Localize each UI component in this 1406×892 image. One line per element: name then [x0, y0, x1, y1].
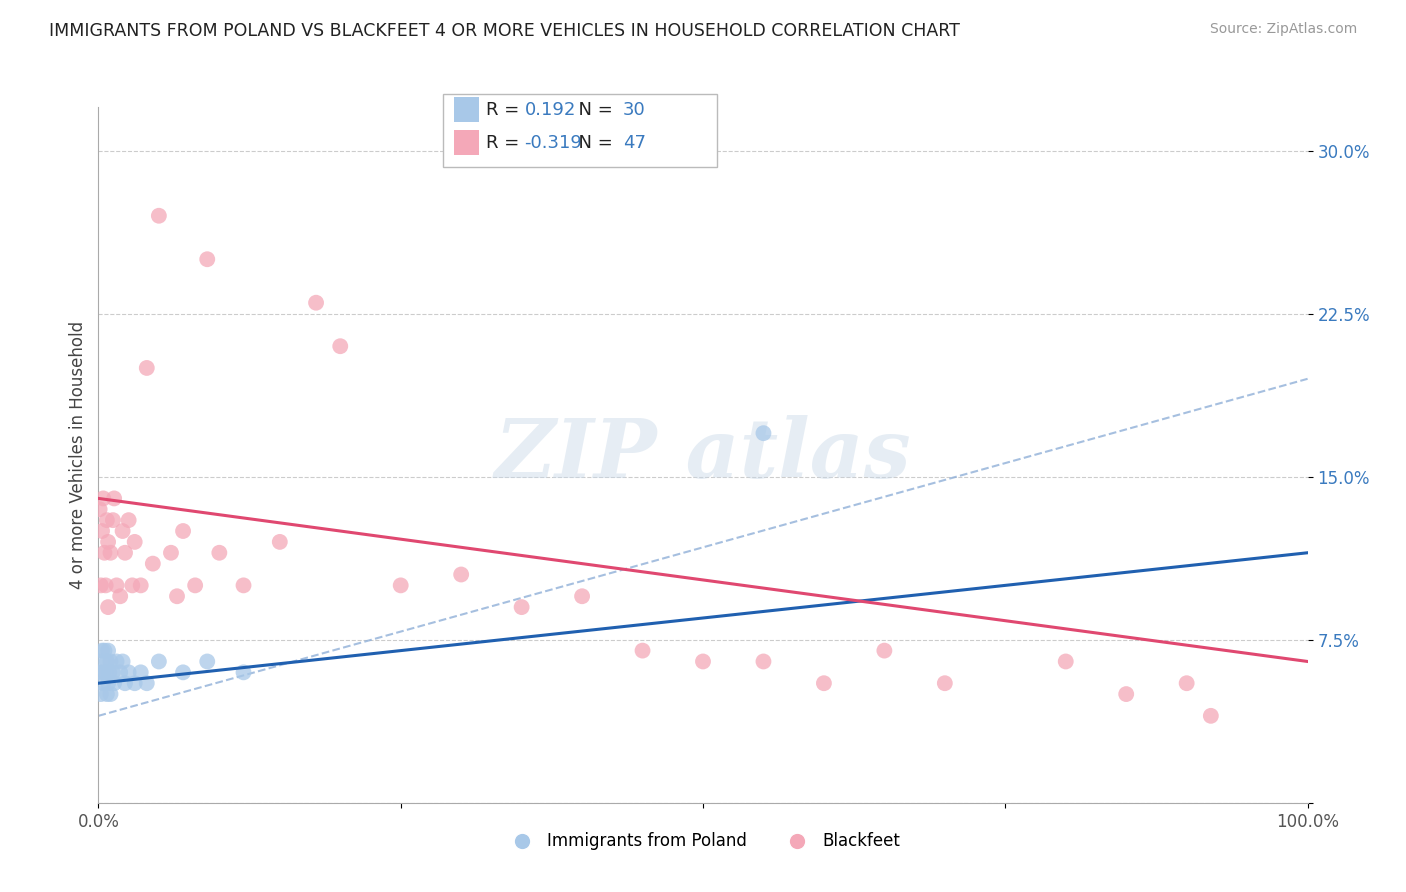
- Point: [195, 252, 218, 267]
- Point: [934, 676, 956, 690]
- Point: [813, 676, 835, 690]
- Point: [450, 567, 472, 582]
- Text: 30: 30: [623, 101, 645, 119]
- Point: [118, 513, 141, 527]
- Point: [148, 655, 170, 669]
- Point: [105, 578, 128, 592]
- Point: [166, 589, 188, 603]
- Point: [124, 676, 146, 690]
- Point: [752, 655, 775, 669]
- Text: ZIP atlas: ZIP atlas: [495, 415, 911, 495]
- Point: [129, 665, 152, 680]
- Point: [1199, 708, 1222, 723]
- Point: [100, 546, 122, 560]
- Point: [148, 209, 170, 223]
- Point: [90, 578, 112, 592]
- Point: [208, 546, 231, 560]
- Point: [752, 426, 775, 441]
- Point: [89, 665, 111, 680]
- Point: [96, 513, 118, 527]
- Point: [195, 655, 218, 669]
- Text: N =: N =: [567, 134, 619, 152]
- Point: [172, 524, 194, 538]
- Point: [510, 600, 533, 615]
- Text: N =: N =: [567, 101, 619, 119]
- Point: [111, 655, 134, 669]
- Point: [96, 687, 118, 701]
- Point: [873, 643, 896, 657]
- Y-axis label: 4 or more Vehicles in Household: 4 or more Vehicles in Household: [69, 321, 87, 589]
- Point: [97, 676, 120, 690]
- Text: R =: R =: [486, 101, 526, 119]
- Text: R =: R =: [486, 134, 526, 152]
- Point: [571, 589, 593, 603]
- Point: [124, 534, 146, 549]
- Point: [135, 360, 157, 375]
- Point: [91, 524, 114, 538]
- Point: [94, 665, 117, 680]
- Legend: Immigrants from Poland, Blackfeet: Immigrants from Poland, Blackfeet: [499, 826, 907, 857]
- Point: [100, 687, 122, 701]
- Point: [232, 578, 254, 592]
- Point: [135, 676, 157, 690]
- Point: [100, 655, 122, 669]
- Point: [129, 578, 152, 592]
- Point: [91, 676, 114, 690]
- Point: [114, 546, 136, 560]
- Point: [305, 295, 328, 310]
- Point: [94, 578, 117, 592]
- Point: [91, 643, 114, 657]
- Point: [90, 687, 112, 701]
- Text: IMMIGRANTS FROM POLAND VS BLACKFEET 4 OR MORE VEHICLES IN HOUSEHOLD CORRELATION : IMMIGRANTS FROM POLAND VS BLACKFEET 4 OR…: [49, 22, 960, 40]
- Point: [97, 643, 120, 657]
- Point: [269, 534, 291, 549]
- Point: [1054, 655, 1077, 669]
- Point: [1175, 676, 1198, 690]
- Text: 0.192: 0.192: [524, 101, 576, 119]
- Point: [142, 557, 165, 571]
- Text: 47: 47: [623, 134, 645, 152]
- Point: [184, 578, 207, 592]
- Point: [91, 665, 114, 680]
- Point: [1115, 687, 1137, 701]
- Point: [111, 524, 134, 538]
- Point: [108, 589, 131, 603]
- Point: [160, 546, 183, 560]
- Point: [97, 534, 120, 549]
- Point: [121, 578, 143, 592]
- Point: [97, 600, 120, 615]
- Point: [389, 578, 412, 592]
- Point: [93, 643, 115, 657]
- Point: [91, 655, 114, 669]
- Point: [114, 676, 136, 690]
- Point: [101, 665, 124, 680]
- Point: [93, 546, 115, 560]
- Point: [89, 502, 111, 516]
- Point: [103, 491, 125, 506]
- Text: -0.319: -0.319: [524, 134, 582, 152]
- Text: Source: ZipAtlas.com: Source: ZipAtlas.com: [1209, 22, 1357, 37]
- Point: [96, 655, 118, 669]
- Point: [101, 513, 124, 527]
- Point: [118, 665, 141, 680]
- Point: [232, 665, 254, 680]
- Point: [108, 665, 131, 680]
- Point: [105, 655, 128, 669]
- Point: [98, 665, 121, 680]
- Point: [103, 676, 125, 690]
- Point: [631, 643, 654, 657]
- Point: [329, 339, 352, 353]
- Point: [692, 655, 714, 669]
- Point: [172, 665, 194, 680]
- Point: [91, 491, 114, 506]
